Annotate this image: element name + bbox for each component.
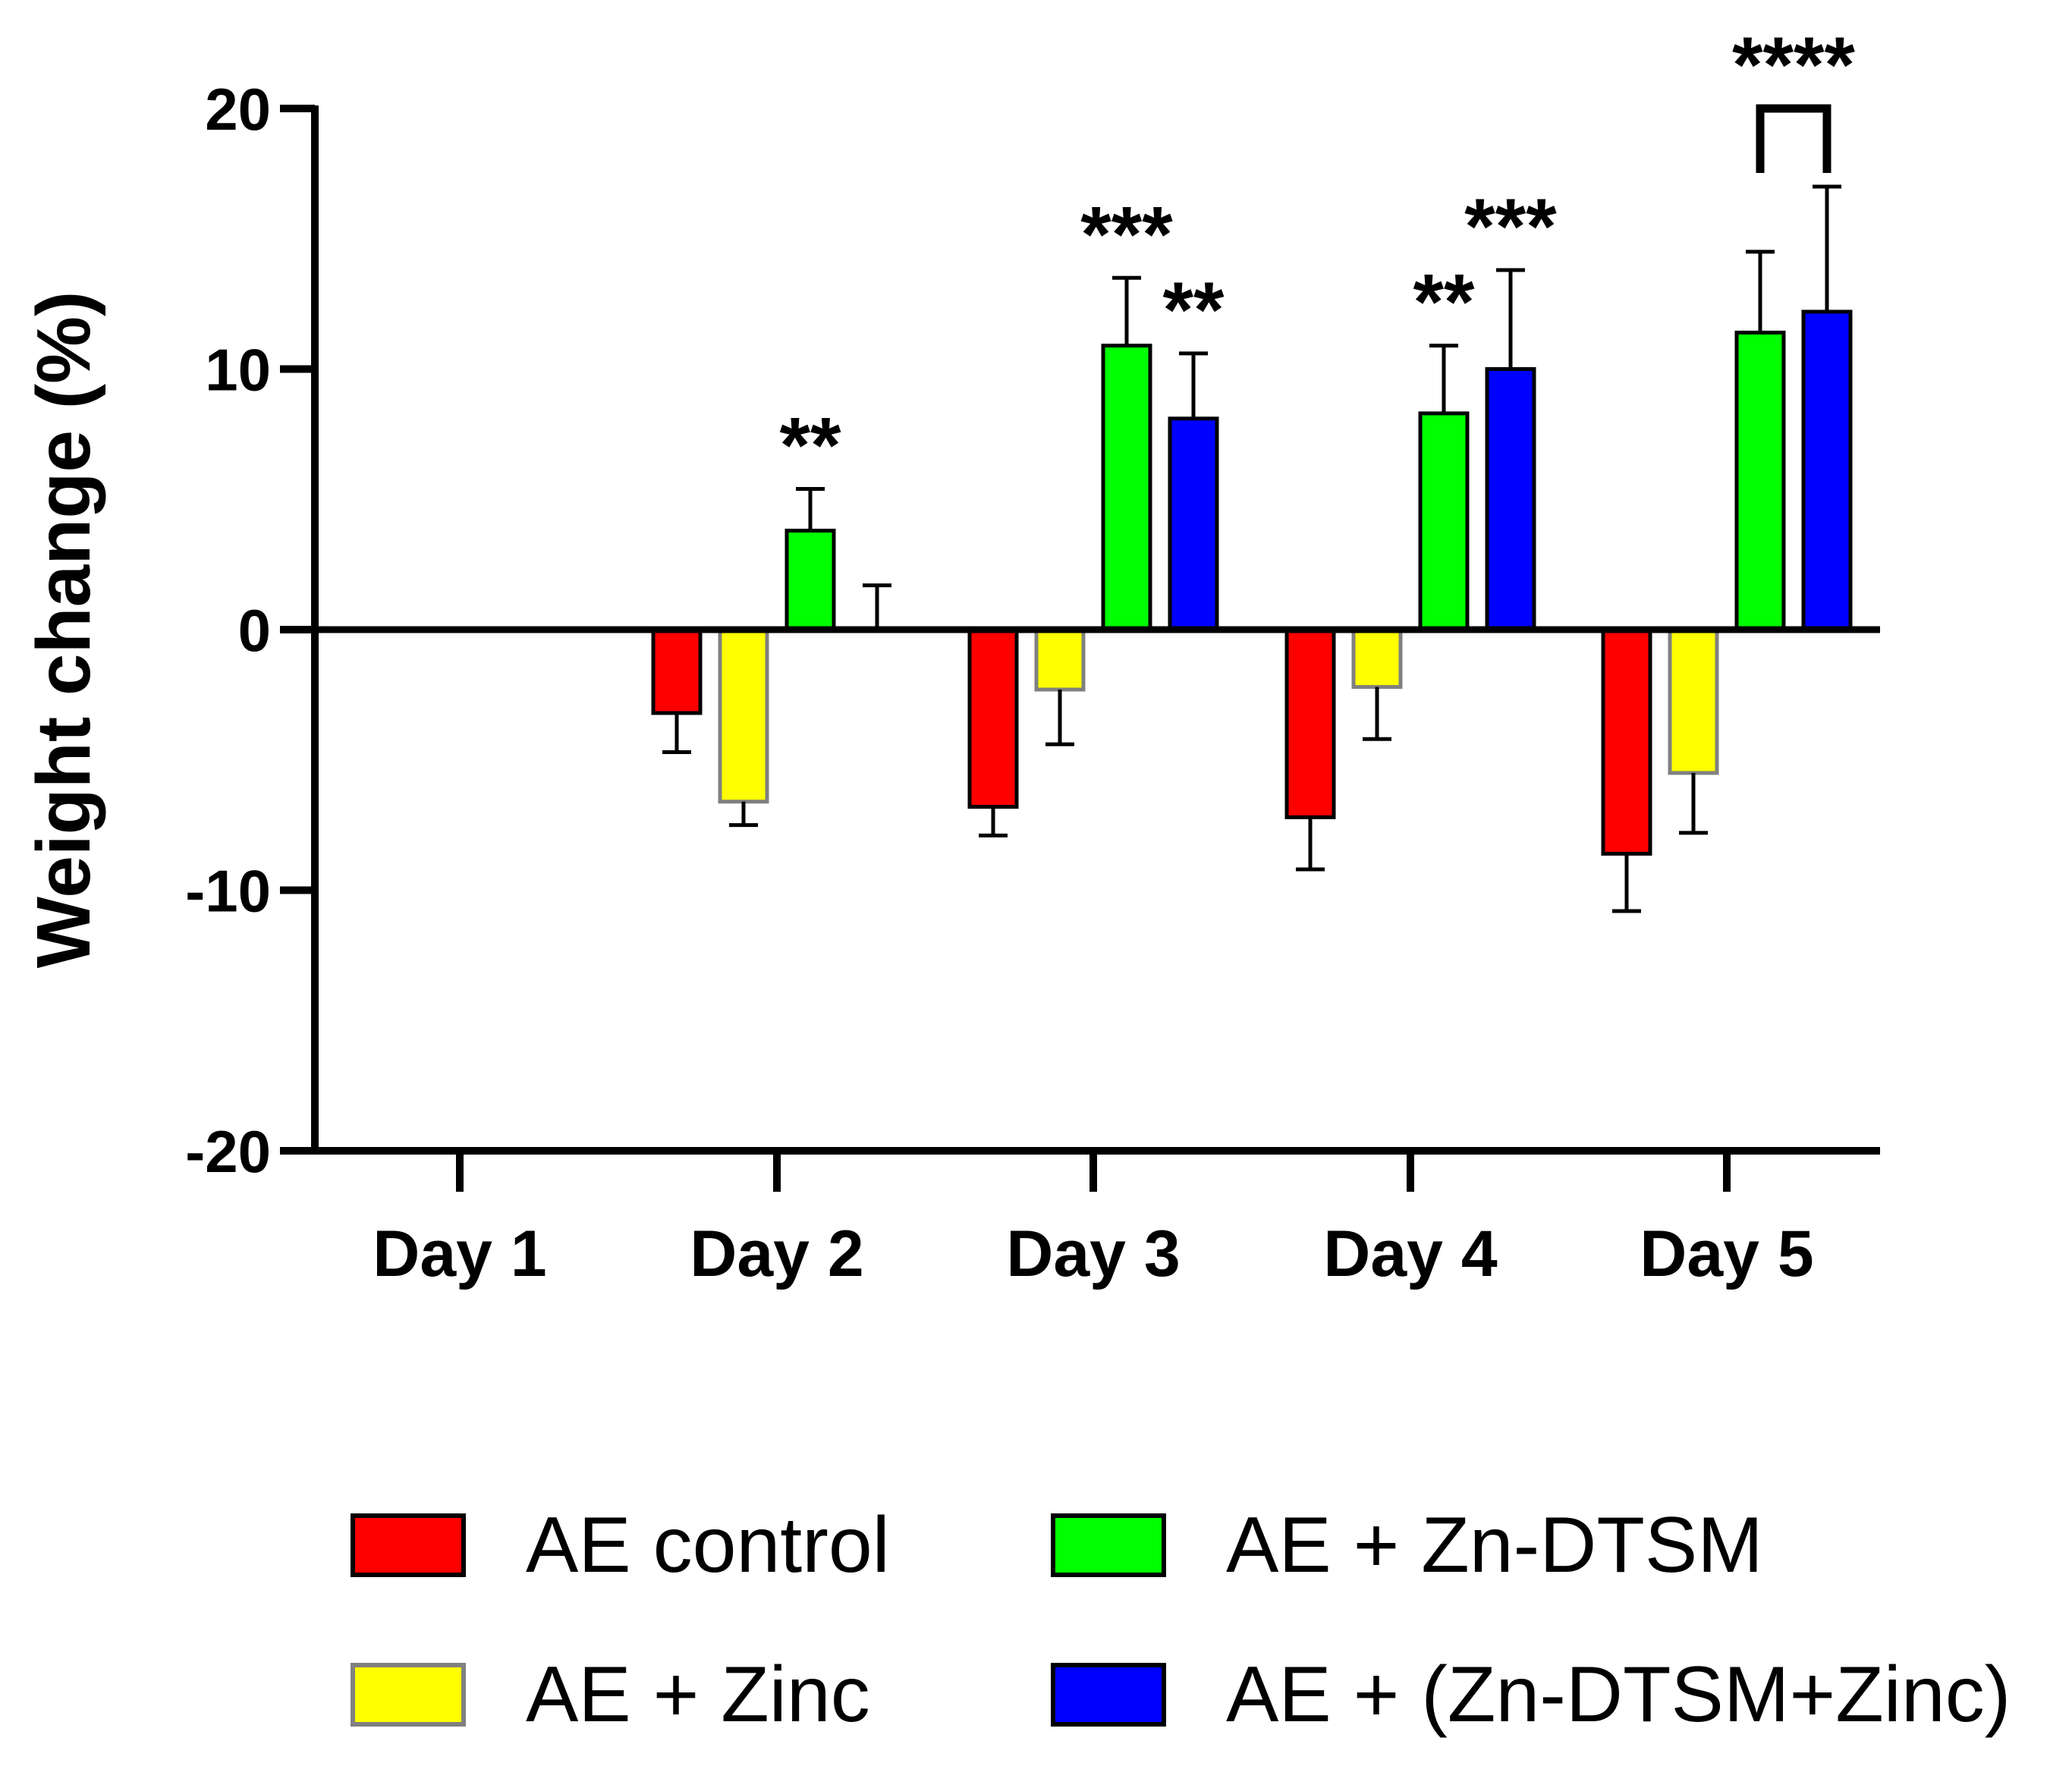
bar: [718, 627, 769, 804]
significance-label: **: [780, 402, 841, 490]
legend: AE control AE + Zinc AE + Zn-DTSM AE + (Zn-…: [351, 1501, 2011, 1739]
bar: [967, 627, 1019, 809]
y-tick-label: 10: [205, 337, 271, 404]
significance-label: **: [1413, 259, 1475, 347]
legend-label: AE + Zn-DTSM: [1226, 1501, 1763, 1589]
legend-swatch: [351, 1663, 466, 1727]
bar: [1351, 627, 1403, 690]
significance-label: ***: [1464, 183, 1557, 271]
x-axis: Day 1 Day 2 Day 3 Day 4 Day 5: [312, 1147, 1880, 1290]
bars: [651, 184, 1853, 913]
y-tick-label: -10: [185, 858, 271, 925]
bar: [1734, 330, 1786, 632]
bar: [1168, 416, 1219, 632]
bar: [1801, 310, 1853, 632]
legend-label: AE + Zinc: [526, 1651, 870, 1739]
x-tick-label: Day 2: [690, 1218, 864, 1290]
y-axis: -20 -10 0 10 20: [185, 76, 319, 1185]
bar: [1668, 627, 1719, 775]
x-tick-label: Day 4: [1323, 1218, 1498, 1290]
y-axis-label: Weight change (%): [21, 291, 106, 969]
legend-swatch: [1051, 1513, 1166, 1577]
bar: [1101, 344, 1152, 632]
legend-swatch: [1051, 1663, 1166, 1727]
bar: [1034, 627, 1086, 692]
x-tick-label: Day 3: [1006, 1218, 1181, 1290]
significance-label: **: [1163, 266, 1225, 354]
significance-label: ****: [1732, 21, 1855, 109]
bar: [784, 528, 836, 632]
x-tick-label: Day 5: [1640, 1218, 1814, 1290]
bar: [1485, 367, 1536, 632]
y-axis-label-group: Weight change (%): [21, 291, 106, 969]
legend-swatch: [351, 1513, 466, 1577]
y-tick-label: 20: [205, 76, 271, 143]
y-tick-label: 0: [238, 597, 271, 664]
bar: [1284, 627, 1336, 819]
significance-bracket: [1756, 104, 1831, 173]
significance-annotations: ******* *********: [780, 21, 1856, 490]
bar: [1418, 411, 1470, 632]
y-tick-label: -20: [185, 1118, 271, 1185]
x-tick-label: Day 1: [373, 1218, 547, 1290]
legend-label: AE + (Zn-DTSM+Zinc): [1226, 1651, 2011, 1739]
bar: [651, 627, 703, 715]
significance-label: ***: [1080, 190, 1173, 278]
legend-label: AE control: [526, 1501, 890, 1589]
bar: [1601, 627, 1652, 856]
